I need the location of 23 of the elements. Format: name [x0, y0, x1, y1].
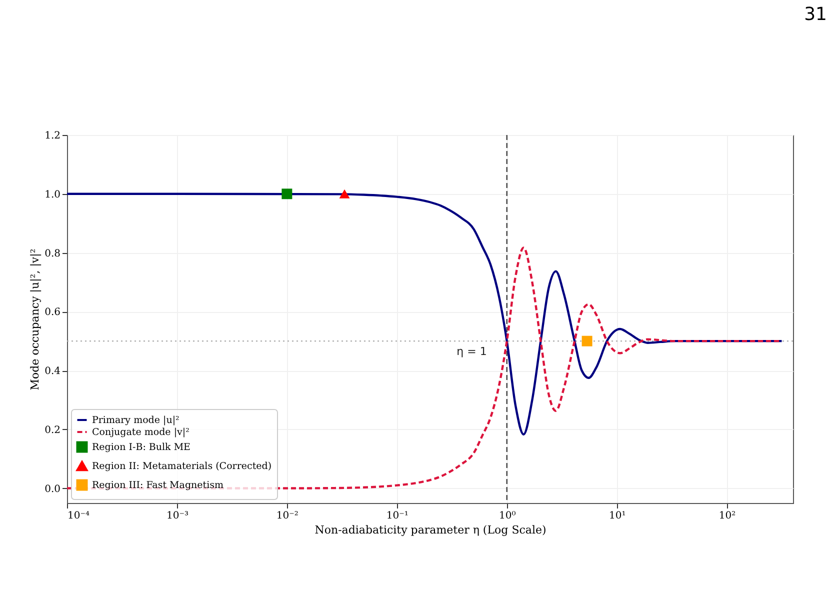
legend-label: Conjugate mode |v|²: [92, 427, 190, 438]
x-axis-title: Non-adiabaticity parameter η (Log Scale): [314, 524, 546, 536]
y-tick-label: 0.2: [44, 424, 60, 436]
x-tick-label: 10⁻¹: [386, 510, 408, 522]
y-tick-label: 0.0: [44, 484, 60, 495]
y-tick-label: 0.4: [44, 366, 60, 378]
text: 31: [804, 4, 827, 25]
y-tick-label: 0.8: [44, 248, 60, 260]
legend-label: Region II: Metamaterials (Corrected): [92, 461, 272, 472]
y-tick-label: 0.6: [44, 307, 60, 318]
y-tick-label: 1.2: [44, 130, 60, 142]
ref-line-label: η = 1: [456, 345, 487, 358]
legend-label: Primary mode |u|²: [92, 415, 180, 426]
x-tick-label: 10⁻²: [276, 510, 298, 522]
x-tick-label: 10⁻³: [166, 510, 188, 522]
legend-label: Region III: Fast Magnetism: [92, 480, 224, 491]
y-tick-label: 1.0: [44, 189, 60, 200]
x-tick-label: 10⁰: [498, 510, 516, 522]
x-tick-label: 10¹: [608, 510, 626, 522]
legend-label: Region I-B: Bulk ME: [92, 442, 191, 453]
x-tick-label: 10⁻⁴: [68, 510, 90, 522]
y-axis-title: Mode occupancy |u|², |v|²: [28, 248, 42, 390]
x-tick-label: 10²: [718, 510, 736, 522]
